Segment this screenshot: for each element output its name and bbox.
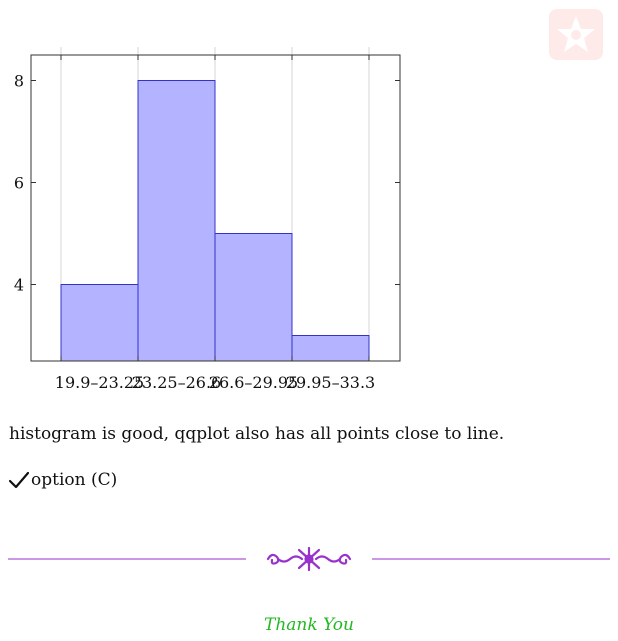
star-badge-icon bbox=[549, 9, 603, 60]
y-tick-label: 8 bbox=[14, 72, 24, 91]
histogram-chart: 4 6 8 19.9–23.2523.25–26.626.6–29.9529.95–… bbox=[14, 47, 401, 392]
histogram-bar bbox=[291, 335, 370, 362]
thank-you-text: Thank You bbox=[263, 615, 354, 635]
remark-text: histogram is good, qqplot also has all p… bbox=[9, 424, 505, 444]
histogram-bar bbox=[214, 233, 293, 362]
y-tick-label: 6 bbox=[14, 174, 24, 193]
ornament-icon bbox=[266, 546, 352, 572]
histogram-bar bbox=[137, 80, 216, 362]
x-tick-label: 19.9–23.25 bbox=[55, 373, 144, 392]
ornament-divider bbox=[8, 546, 610, 572]
checkmark-icon bbox=[9, 471, 29, 489]
answer-line: option (C) bbox=[9, 470, 117, 490]
histogram-bar bbox=[60, 284, 139, 362]
y-axis: 4 6 8 bbox=[14, 72, 400, 295]
histogram-bars bbox=[60, 80, 370, 362]
y-tick-label: 4 bbox=[14, 276, 24, 295]
x-tick-label: 29.95–33.3 bbox=[286, 373, 375, 392]
x-tick-label: 26.6–29.95 bbox=[209, 373, 298, 392]
answer-label: option (C) bbox=[31, 470, 118, 490]
x-tick-label: 23.25–26.6 bbox=[132, 373, 221, 392]
